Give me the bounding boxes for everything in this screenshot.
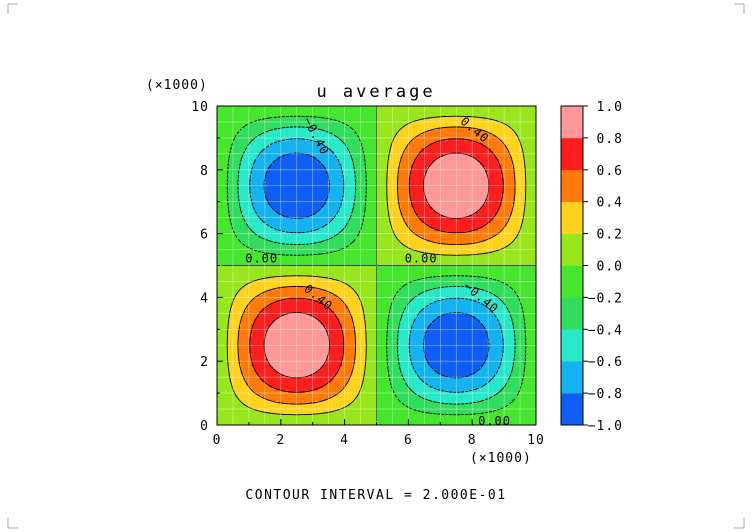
grid-lines	[217, 106, 536, 425]
contour-label: 0.00	[478, 414, 511, 428]
contour-line	[226, 115, 527, 416]
x-multiplier-label: (×1000)	[470, 451, 532, 466]
colorbar-swatch	[561, 393, 583, 426]
contour-line	[237, 126, 516, 405]
colorbar: −1.0 −0.8 −0.6 −0.4 −0.2 0.0 0.2 0.4 0.6 0.8 1.0	[560, 100, 623, 434]
y-tick-label: 2	[200, 355, 209, 370]
x-tick-label: 10	[527, 433, 545, 448]
contour-line	[237, 126, 516, 405]
colorbar-label: 0.4	[597, 196, 623, 211]
x-tick-label: 6	[404, 433, 413, 448]
y-tick-label: 6	[200, 228, 209, 243]
contour-label: 0.00	[245, 251, 278, 265]
chart-title: u average	[316, 82, 435, 102]
x-tick-label: 8	[468, 433, 477, 448]
colorbar-swatch	[561, 361, 583, 394]
colorbar-label: 1.0	[597, 100, 623, 115]
colorbar-label: −0.2	[588, 291, 623, 306]
colorbar-label: −1.0	[588, 419, 623, 434]
contour-line	[249, 138, 504, 393]
contour-line	[249, 138, 504, 393]
contour-interval-footer: CONTOUR INTERVAL = 2.000E-01	[245, 488, 506, 503]
y-multiplier-label: (×1000)	[146, 78, 208, 93]
page-corner-marks	[7, 3, 745, 529]
colorbar-swatch	[561, 106, 583, 139]
colorbar-swatch	[561, 329, 583, 362]
x-tick-label: 0	[213, 433, 222, 448]
colorbar-label: −0.4	[588, 323, 623, 338]
contour-label: 0.00	[405, 251, 438, 265]
colorbar-label: −0.8	[588, 387, 623, 402]
colorbar-label: 0.0	[597, 260, 623, 275]
colorbar-label: −0.6	[588, 355, 623, 370]
y-tick-label: 0	[200, 419, 209, 434]
colorbar-swatch	[561, 265, 583, 298]
contour-line	[226, 115, 527, 416]
x-tick-label: 2	[276, 433, 285, 448]
colorbar-label: 0.8	[597, 132, 623, 147]
x-axis: 0 2 4 6 8 10	[213, 419, 545, 448]
y-axis: 0 2 4 6 8 10	[191, 100, 223, 434]
y-tick-label: 4	[200, 291, 209, 306]
colorbar-swatch	[561, 169, 583, 202]
colorbar-swatch	[561, 201, 583, 234]
y-tick-label: 10	[191, 100, 209, 115]
x-tick-label: 4	[340, 433, 349, 448]
y-tick-label: 8	[200, 164, 209, 179]
colorbar-swatch	[561, 137, 583, 171]
contour-fill	[217, 106, 536, 425]
colorbar-swatch	[561, 233, 583, 266]
colorbar-swatch	[561, 297, 583, 330]
colorbar-label: 0.6	[597, 164, 623, 179]
colorbar-label: 0.2	[597, 228, 623, 243]
